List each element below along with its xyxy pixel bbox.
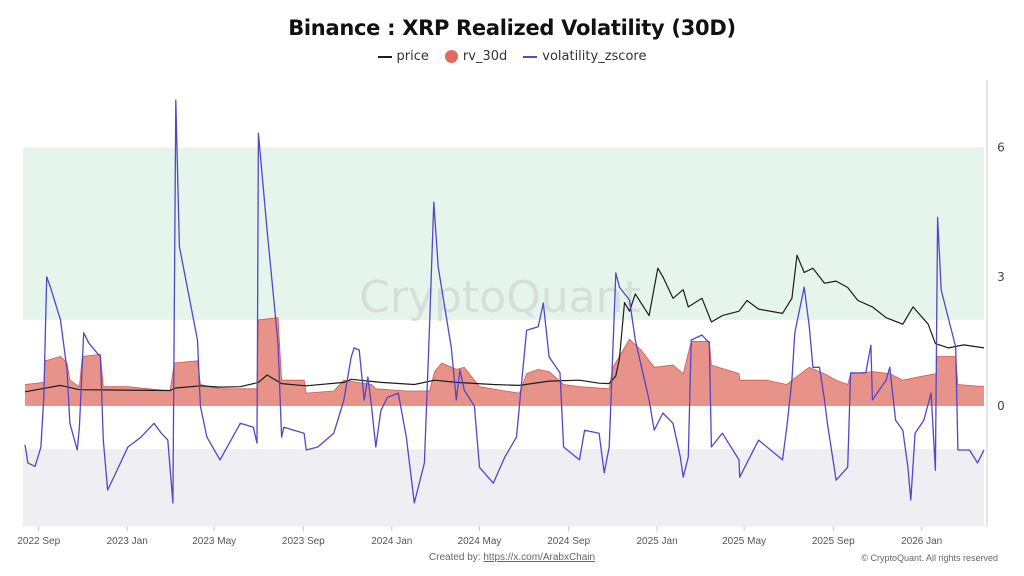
watermark: CryptoQuant [359,272,641,323]
legend-line-icon [523,55,538,58]
x-tick-label: 2023 Jan [107,536,148,547]
x-tick-label: 2025 May [722,536,766,547]
created-by-link[interactable]: https://x.com/ArabxChain [483,552,596,563]
series-volatility-zscore-line [24,99,985,504]
x-tick-label: 2025 Sep [812,536,855,547]
legend-label: rv_30d [462,49,508,64]
created-by-label: Created by: [428,552,481,563]
zone-band [23,147,984,320]
x-tick-label: 2026 Jan [901,536,942,547]
x-tick-label: 2023 Sep [282,536,325,547]
y-tick-label: 6 [997,140,1005,154]
x-tick-label: 2024 Sep [547,536,590,547]
series-rv-30d-line [24,317,985,394]
series-rv-30d-area [25,317,984,407]
legend-label: price [396,49,429,64]
legend-dot-icon [444,50,458,63]
zone-band [23,449,984,525]
legend-label: volatility_zscore [542,49,647,64]
x-tick-label: 2022 Sep [17,536,60,547]
copyright-text: © CryptoQuant. All rights reserved [861,553,998,563]
legend-item-price[interactable]: price [377,49,429,64]
y-tick-label: 3 [997,270,1005,284]
x-tick-label: 2024 Jan [371,536,412,547]
x-tick-label: 2023 May [192,536,236,547]
x-tick-label: 2025 Jan [637,536,678,547]
legend-line-icon [377,55,392,58]
footer-created-by: Created by: https://x.com/ArabxChain [0,552,1024,563]
y-tick-label: 0 [997,399,1005,413]
legend-item-rv-30d[interactable]: rv_30d [444,49,508,64]
series-price-line [24,254,985,393]
legend-item-volatility-zscore[interactable]: volatility_zscore [523,49,646,64]
legend: price rv_30d volatility_zscore [0,49,1024,64]
x-tick-label: 2024 May [458,536,502,547]
chart-title: Binance : XRP Realized Volatility (30D) [288,16,736,40]
